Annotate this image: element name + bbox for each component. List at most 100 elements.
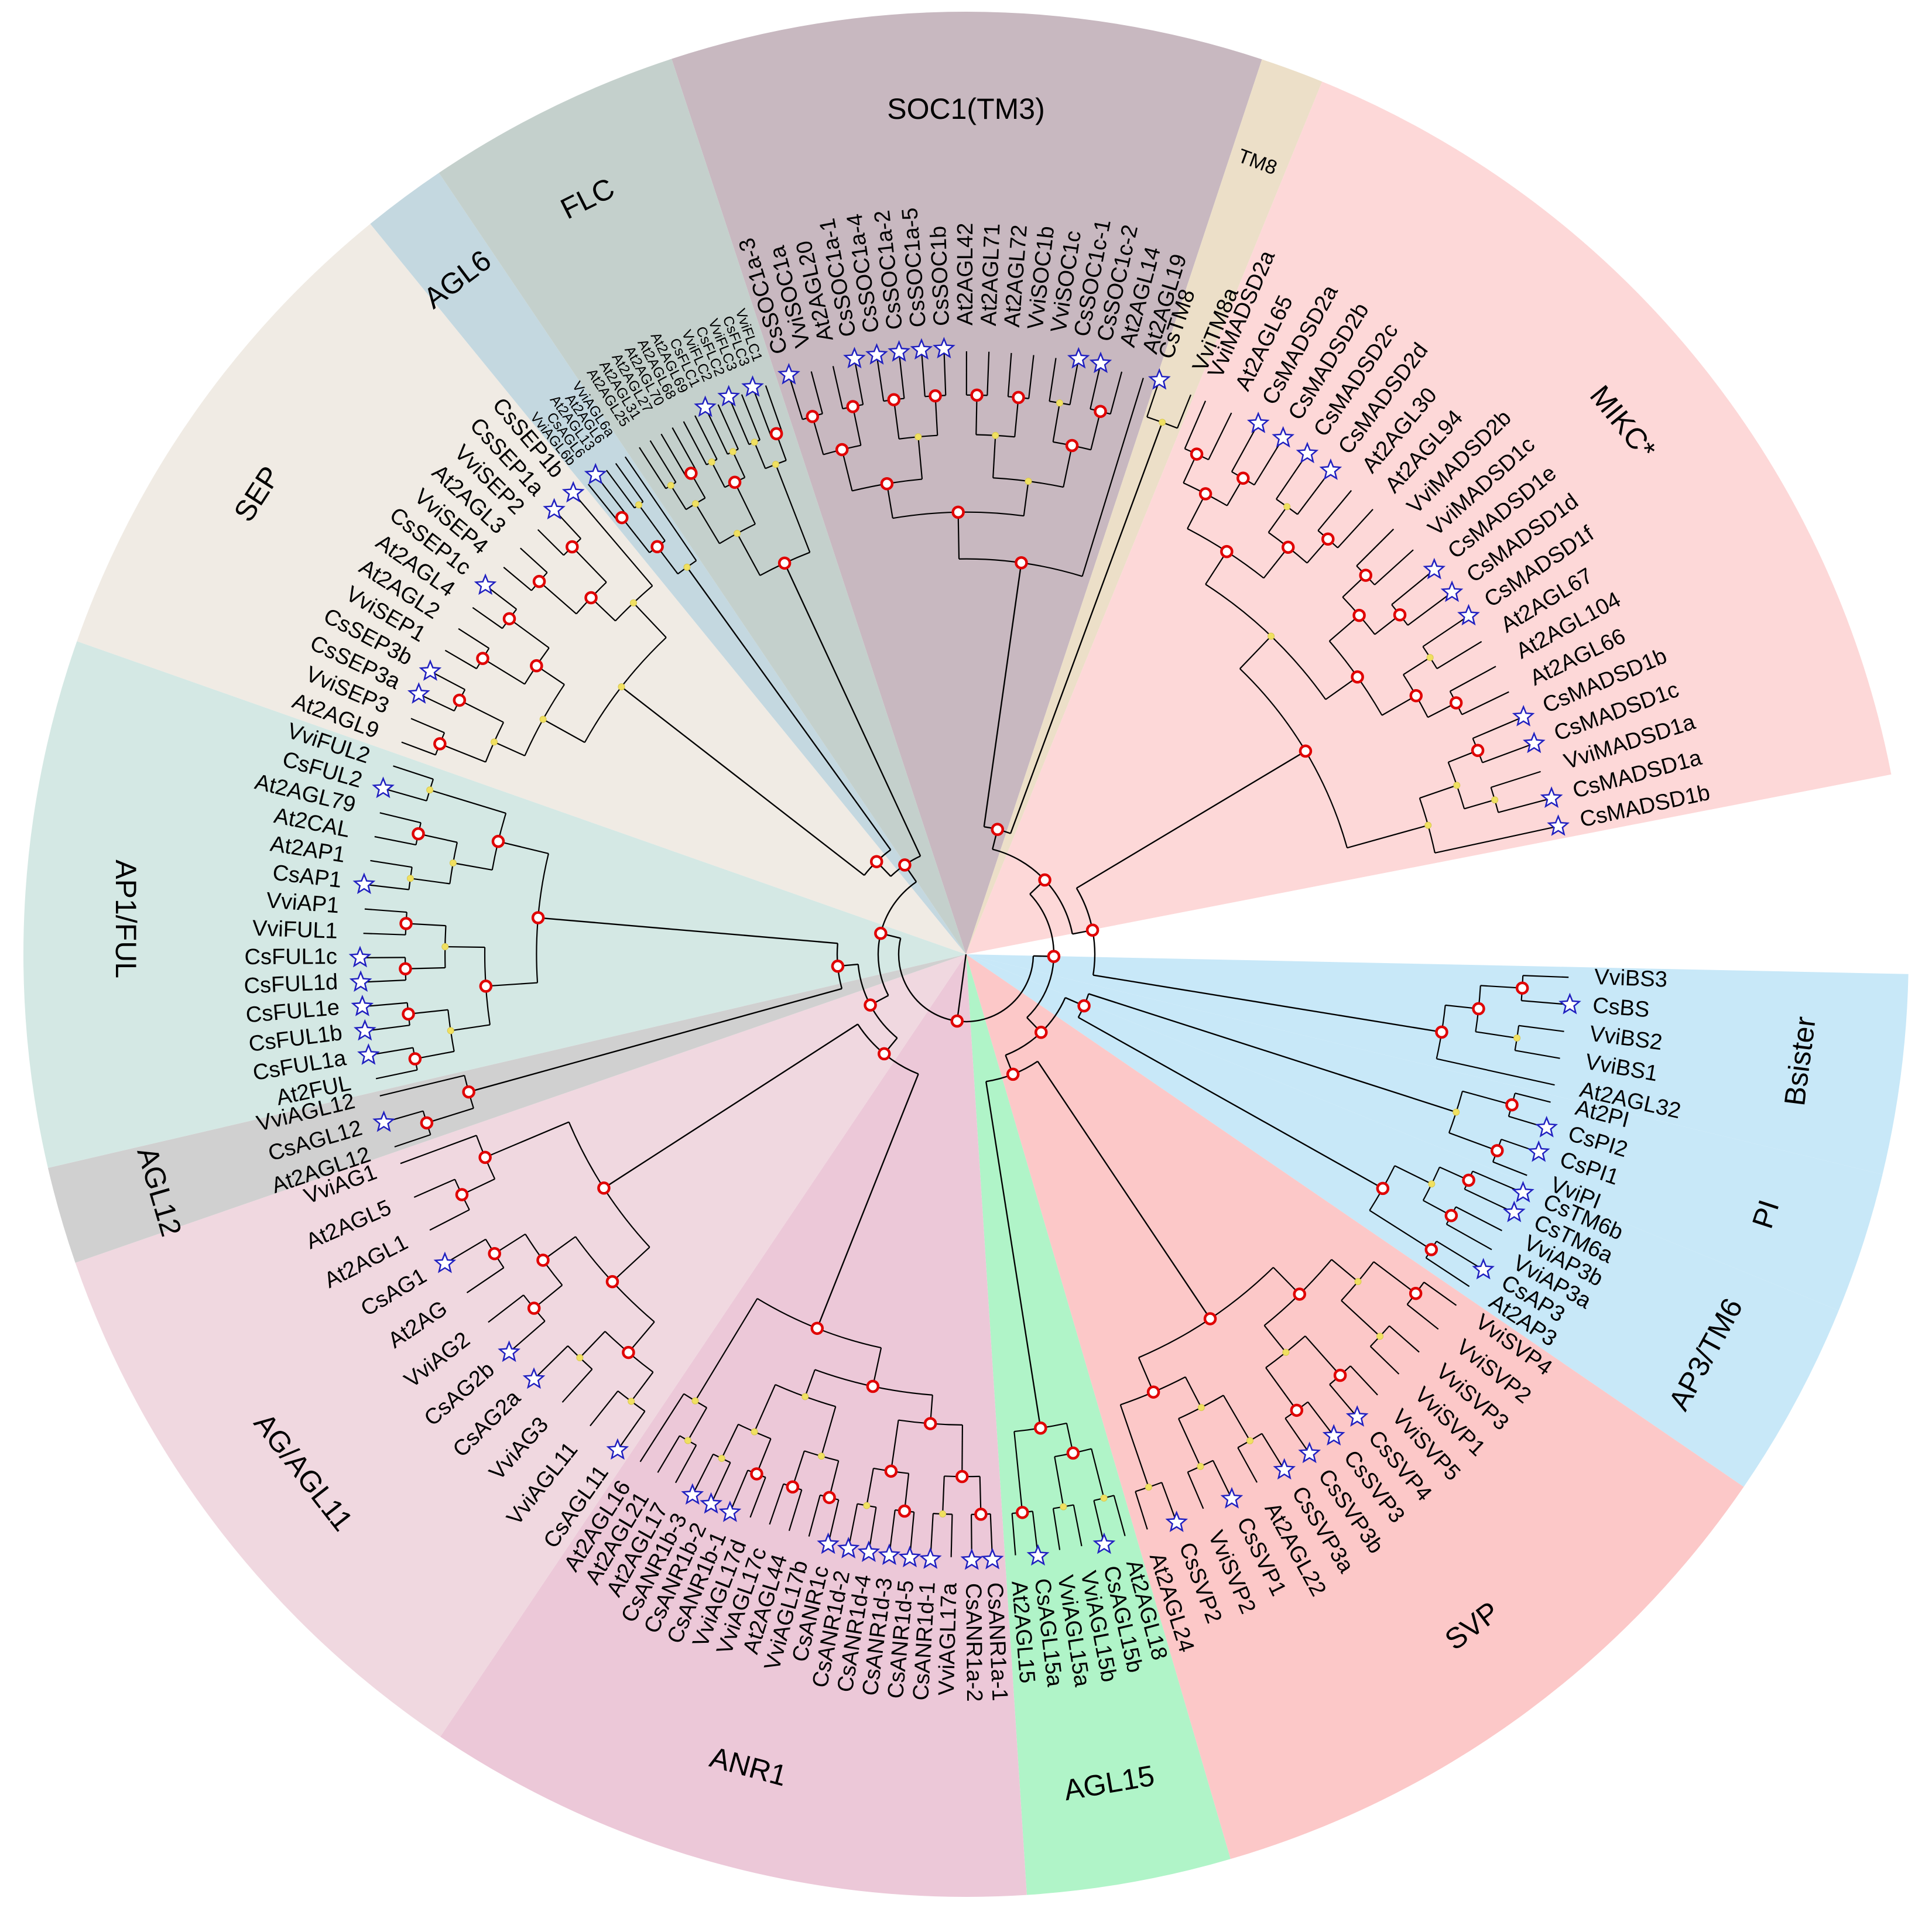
branch: [811, 416, 824, 455]
branch: [498, 841, 549, 854]
branch: [374, 835, 416, 846]
bootstrap-node: [866, 1379, 880, 1393]
bootstrap-node: [1435, 1025, 1448, 1039]
branch: [1119, 1405, 1149, 1488]
branch: [459, 699, 504, 723]
branch: [804, 1369, 816, 1397]
branch: [639, 1393, 684, 1462]
bootstrap-node: [1449, 696, 1463, 710]
bootstrap-node: [1428, 1180, 1436, 1188]
branch: [950, 1514, 953, 1557]
branch: [1356, 528, 1395, 567]
branch: [429, 1209, 470, 1231]
star-icon: [1026, 1544, 1050, 1566]
branch: [485, 1121, 570, 1158]
branch: [408, 1009, 448, 1015]
bootstrap-node: [887, 393, 901, 406]
star-icon: [372, 1110, 396, 1132]
branch: [1455, 1206, 1502, 1231]
tip-label: CsANR1a-2: [961, 1583, 986, 1702]
bootstrap-node: [1290, 1403, 1304, 1417]
branch: [379, 1074, 465, 1097]
branch: [1081, 378, 1144, 577]
branch: [695, 503, 720, 544]
star-icon: [898, 1546, 922, 1568]
branch: [1307, 1401, 1333, 1434]
bootstrap-node: [728, 475, 742, 489]
bootstrap-node: [1100, 1494, 1108, 1502]
star-icon: [352, 872, 376, 895]
branch: [574, 494, 653, 587]
star-icon: [1527, 1140, 1550, 1162]
branch: [421, 694, 455, 712]
branch: [511, 1320, 546, 1351]
bootstrap-node: [1409, 689, 1423, 703]
branch: [1237, 1447, 1258, 1483]
branch: [520, 547, 548, 573]
tip-label: CsBS: [1592, 993, 1650, 1022]
branch: [1448, 1132, 1498, 1152]
star-icon: [1273, 1458, 1296, 1480]
branch: [808, 1495, 821, 1537]
branch: [810, 371, 823, 414]
bootstrap-node: [898, 1504, 912, 1518]
bootstrap-node: [835, 443, 849, 457]
branch: [1403, 657, 1431, 676]
branch: [729, 399, 750, 445]
branch: [1394, 1165, 1432, 1185]
bootstrap-node: [530, 659, 543, 673]
branch: [705, 409, 728, 455]
bootstrap-node: [433, 737, 447, 751]
bootstrap-node: [1034, 1422, 1047, 1435]
bootstrap-node: [970, 388, 984, 402]
star-icon: [1345, 1405, 1369, 1427]
tip-label: CsANR1a-1: [982, 1582, 1012, 1701]
branch: [371, 1047, 413, 1056]
branch: [1093, 1500, 1104, 1542]
bootstrap-node: [1424, 1243, 1438, 1256]
branch: [365, 1002, 407, 1008]
branch: [683, 421, 707, 465]
branch: [1349, 1365, 1378, 1396]
branch: [711, 461, 725, 488]
bootstrap-node: [691, 1397, 699, 1405]
sector-agl15: [966, 954, 1231, 1895]
branch: [1475, 1031, 1517, 1039]
branch: [1419, 785, 1457, 799]
star-icon: [354, 1019, 376, 1041]
branch: [1521, 1000, 1567, 1005]
branch: [868, 1507, 877, 1550]
bootstrap-node: [1453, 1108, 1460, 1116]
star-icon: [1535, 1115, 1558, 1138]
bootstrap-node: [1197, 1462, 1204, 1470]
branch: [370, 859, 412, 868]
branch: [734, 482, 756, 525]
branch: [621, 517, 650, 553]
branch: [444, 649, 477, 670]
branch: [1007, 352, 1012, 397]
branch: [485, 982, 538, 987]
bootstrap-node: [605, 1275, 619, 1289]
branch: [854, 361, 864, 405]
branch: [1263, 1325, 1287, 1353]
branch: [711, 1462, 731, 1502]
branch: [1515, 1092, 1551, 1103]
branch: [983, 563, 1022, 827]
bootstrap-node: [729, 448, 737, 455]
branch: [439, 743, 486, 763]
branch: [415, 1050, 454, 1060]
branch: [852, 406, 862, 446]
branch: [1423, 1282, 1457, 1306]
branch: [606, 470, 635, 509]
bootstrap-node: [1282, 1348, 1290, 1356]
bootstrap-node: [532, 574, 546, 588]
star-icon: [888, 340, 910, 362]
tip-label: VviBS3: [1594, 965, 1667, 992]
sector-mikc: [966, 81, 1892, 954]
branch: [468, 988, 842, 1093]
branch: [1090, 411, 1101, 450]
bootstrap-node: [447, 1027, 454, 1035]
bootstrap-node: [991, 823, 1005, 836]
bootstrap-node: [1246, 1437, 1254, 1444]
branch: [458, 628, 489, 649]
